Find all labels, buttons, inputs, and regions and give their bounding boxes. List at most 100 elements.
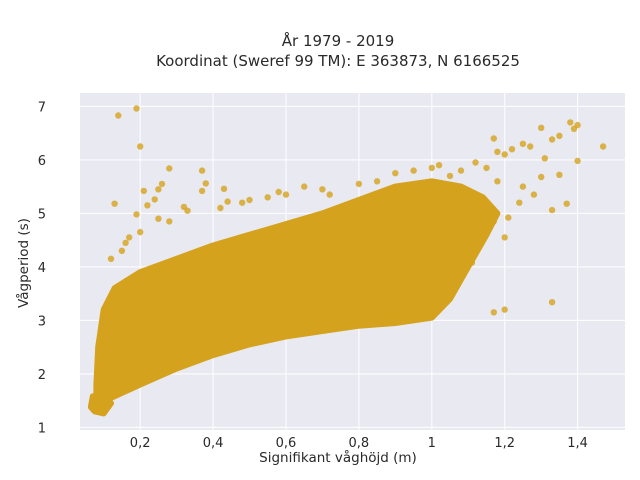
data-point (158, 180, 166, 188)
data-point (468, 259, 476, 266)
data-point (563, 200, 570, 207)
data-point (122, 239, 129, 246)
data-point (166, 218, 173, 225)
data-point (107, 255, 115, 262)
data-point (217, 204, 224, 212)
data-point (428, 164, 435, 172)
data-point (574, 121, 581, 129)
data-point (326, 191, 333, 198)
data-point (133, 211, 140, 218)
data-point (392, 311, 399, 319)
data-point (275, 188, 282, 196)
data-points (107, 105, 607, 324)
data-point (530, 191, 538, 198)
data-point (155, 186, 162, 193)
data-point (166, 165, 173, 172)
data-point (538, 173, 545, 181)
data-point (144, 202, 151, 209)
data-point (384, 317, 392, 324)
data-point (556, 171, 563, 178)
x-tick-label: 0,6 (276, 436, 297, 451)
data-point (519, 140, 527, 147)
dense-point-cloud (93, 178, 501, 412)
data-point (239, 199, 246, 206)
data-point (574, 157, 581, 165)
data-point (410, 301, 417, 308)
x-tick-label: 0,8 (349, 436, 370, 451)
data-point (301, 183, 308, 190)
y-tick-label: 3 (38, 314, 46, 329)
y-tick-label: 6 (38, 154, 46, 169)
data-point (538, 124, 545, 131)
data-point (483, 223, 490, 230)
data-point (494, 178, 501, 185)
y-tick-label: 5 (38, 207, 46, 222)
x-tick-label: 0,2 (130, 436, 151, 451)
data-point (355, 180, 363, 188)
data-point (140, 187, 147, 195)
data-point (151, 196, 158, 203)
data-point (202, 180, 209, 187)
data-point (224, 198, 231, 205)
data-point (519, 183, 527, 190)
data-point (505, 214, 512, 221)
data-point (118, 247, 126, 254)
data-point (527, 143, 534, 150)
data-point (490, 309, 497, 316)
chart-title-line-2: Koordinat (Sweref 99 TM): E 363873, N 61… (156, 52, 520, 70)
data-point (198, 167, 206, 174)
data-point (501, 306, 508, 313)
data-point (137, 228, 144, 236)
data-point (363, 314, 370, 321)
x-tick-label: 1 (428, 436, 436, 451)
data-point (494, 148, 501, 155)
data-point (548, 299, 556, 306)
data-point (490, 135, 497, 142)
data-point (220, 185, 228, 192)
data-point (428, 309, 435, 316)
data-point (446, 172, 454, 180)
data-point (111, 200, 118, 207)
data-point (392, 170, 399, 177)
data-point (490, 218, 497, 225)
data-point (319, 186, 326, 193)
x-tick-label: 1,2 (494, 436, 515, 451)
data-point (184, 207, 191, 214)
x-axis-title: Signifikant våghöjd (m) (259, 449, 417, 466)
y-tick-label: 2 (38, 368, 46, 383)
data-point (428, 274, 435, 281)
dense-point-cloud-tail (87, 392, 114, 417)
data-point (516, 199, 523, 206)
data-point (115, 112, 122, 119)
chart-title-line-1: År 1979 - 2019 (282, 31, 395, 50)
point-cloud (87, 178, 501, 417)
data-point (457, 266, 465, 273)
y-tick-label: 1 (38, 421, 46, 436)
data-point (508, 146, 516, 153)
data-point (548, 136, 556, 143)
x-tick-label: 1,4 (567, 436, 588, 451)
data-point (373, 306, 381, 313)
data-point (567, 119, 574, 126)
data-point (446, 251, 454, 259)
data-point (373, 178, 381, 185)
data-point (483, 164, 490, 172)
data-point (541, 155, 548, 162)
data-point (126, 234, 133, 241)
data-point (599, 143, 607, 150)
data-point (246, 196, 253, 204)
y-tick-label: 7 (38, 100, 46, 115)
data-point (137, 143, 144, 150)
data-point (556, 132, 563, 139)
data-point (198, 187, 206, 195)
data-point (548, 206, 556, 214)
y-axis-title: Vågperiod (s) (15, 218, 32, 308)
data-point (457, 167, 465, 174)
data-point (133, 105, 140, 112)
data-point (501, 151, 508, 158)
data-point (435, 162, 443, 169)
data-point (403, 293, 410, 300)
data-point (155, 215, 162, 222)
